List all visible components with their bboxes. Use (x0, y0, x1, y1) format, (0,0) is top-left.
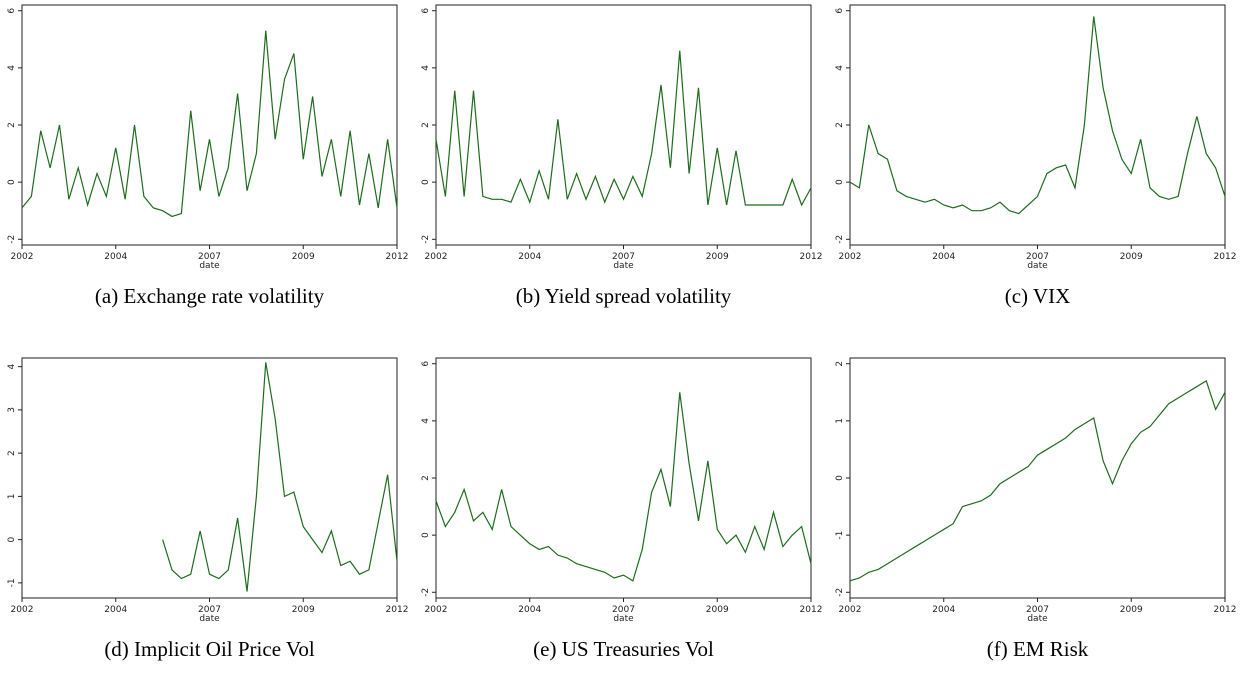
chart-panel: -2 -1 0 1 2 2002 2004 2007 2009 2012 date (f) EM Ri… (835, 357, 1237, 661)
chart-panel: -2 0 2 4 6 2002 2004 2007 2009 2012 date (e) US Tre… (421, 357, 823, 661)
chart-panel: -2 0 2 4 6 2002 2004 2007 2009 2012 date (c) VIX (835, 4, 1237, 308)
y-tick-label: 0 (835, 179, 845, 185)
chart-caption: (d) Implicit Oil Price Vol (104, 637, 315, 661)
y-tick-label: -2 (421, 588, 431, 597)
x-tick-label: 2007 (1026, 605, 1049, 615)
chart-caption: (f) EM Risk (987, 637, 1089, 661)
x-tick-label: 2007 (198, 605, 221, 615)
x-tick-label: 2004 (932, 252, 955, 262)
data-line (21, 30, 398, 218)
y-tick-label: 0 (421, 179, 431, 185)
y-tick-label: 0 (7, 179, 17, 185)
y-tick-label: -2 (835, 588, 845, 597)
y-tick-label: 6 (421, 8, 431, 14)
chart-caption: (b) Yield spread volatility (516, 284, 732, 308)
chart-caption: (c) VIX (1005, 284, 1071, 308)
x-tick-label: 2012 (386, 252, 409, 262)
x-axis-label: date (1027, 261, 1048, 271)
plot-area (21, 357, 398, 599)
x-tick-label: 2012 (800, 252, 823, 262)
x-tick-label: 2002 (839, 605, 862, 615)
plot-area (21, 4, 398, 246)
x-tick-label: 2007 (1026, 252, 1049, 262)
y-tick-label: 4 (421, 65, 431, 71)
data-line (849, 16, 1226, 215)
y-tick-label: 2 (7, 450, 17, 456)
x-tick-label: 2009 (706, 252, 729, 262)
y-tick-label: 3 (7, 407, 17, 413)
chart-panel: -2 0 2 4 6 2002 2004 2007 2009 2012 date (a) Exchan… (7, 4, 409, 308)
y-tick-label: -2 (7, 235, 17, 244)
x-tick-label: 2007 (612, 605, 635, 615)
x-tick-label: 2012 (1214, 252, 1237, 262)
y-tick-label: 6 (7, 8, 17, 14)
x-tick-label: 2009 (1120, 605, 1143, 615)
y-tick-label: 1 (7, 494, 17, 500)
y-tick-label: 4 (7, 364, 17, 370)
plot-area (435, 357, 812, 599)
x-tick-label: 2012 (386, 605, 409, 615)
data-line (849, 379, 1226, 582)
x-tick-label: 2007 (198, 252, 221, 262)
x-tick-label: 2002 (425, 252, 448, 262)
x-axis-label: date (199, 261, 220, 271)
chart-panel: -1 0 1 2 3 4 2002 2004 2007 2009 2012 date (d) Impli… (7, 357, 409, 661)
y-tick-label: 2 (421, 122, 431, 128)
x-axis-label: date (613, 261, 634, 271)
x-axis-label: date (1027, 614, 1048, 624)
y-tick-label: 2 (421, 475, 431, 481)
y-tick-label: 0 (7, 536, 17, 542)
y-tick-label: -2 (835, 235, 845, 244)
plot-area (849, 357, 1226, 599)
x-tick-label: 2004 (518, 252, 541, 262)
x-tick-label: 2009 (292, 605, 315, 615)
x-tick-label: 2007 (612, 252, 635, 262)
y-tick-label: 2 (835, 361, 845, 367)
y-tick-label: 2 (7, 122, 17, 128)
x-axis-label: date (613, 614, 634, 624)
data-line (435, 50, 812, 207)
x-tick-label: 2004 (104, 252, 127, 262)
x-tick-label: 2002 (11, 252, 34, 262)
data-line (435, 392, 812, 582)
y-tick-label: 4 (835, 65, 845, 71)
y-tick-label: 0 (421, 532, 431, 538)
x-tick-label: 2004 (104, 605, 127, 615)
x-tick-label: 2002 (11, 605, 34, 615)
y-tick-label: 1 (835, 418, 845, 424)
x-tick-label: 2012 (800, 605, 823, 615)
x-tick-label: 2012 (1214, 605, 1237, 615)
x-tick-label: 2004 (518, 605, 541, 615)
x-tick-label: 2009 (1120, 252, 1143, 262)
y-tick-label: 4 (7, 65, 17, 71)
plot-area (849, 4, 1226, 246)
y-tick-label: 2 (835, 122, 845, 128)
x-tick-label: 2002 (425, 605, 448, 615)
y-tick-label: -2 (421, 235, 431, 244)
x-tick-label: 2004 (932, 605, 955, 615)
data-line (162, 362, 398, 592)
y-tick-label: 6 (835, 8, 845, 14)
x-tick-label: 2009 (706, 605, 729, 615)
plot-area (435, 4, 812, 246)
x-axis-label: date (199, 614, 220, 624)
x-tick-label: 2009 (292, 252, 315, 262)
chart-panel: -2 0 2 4 6 2002 2004 2007 2009 2012 date (b) Yield … (421, 4, 823, 308)
x-tick-label: 2002 (839, 252, 862, 262)
y-tick-label: -1 (835, 531, 845, 540)
y-tick-label: 6 (421, 361, 431, 367)
chart-caption: (e) US Treasuries Vol (533, 637, 714, 661)
y-tick-label: -1 (7, 578, 17, 587)
chart-caption: (a) Exchange rate volatility (95, 284, 325, 308)
y-tick-label: 4 (421, 418, 431, 424)
y-tick-label: 0 (835, 475, 845, 481)
